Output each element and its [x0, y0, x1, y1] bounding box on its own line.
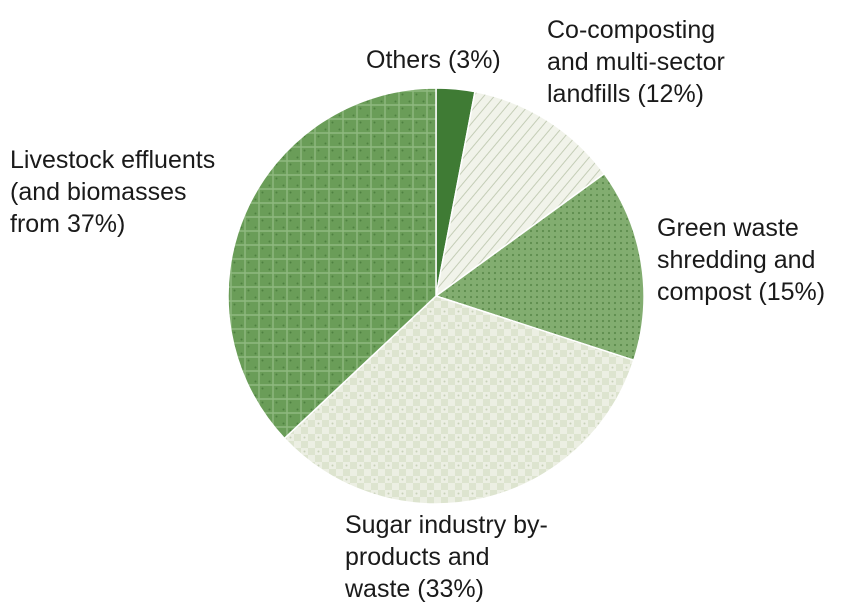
slice-label-line: Sugar industry by-: [345, 511, 548, 539]
slice-label-co-composting: Co-composting and multi-sector landfills…: [547, 14, 725, 110]
slice-label-livestock: Livestock effluents (and biomasses from …: [10, 144, 215, 240]
slice-label-line: compost (15%): [657, 278, 826, 306]
slice-label-line: Others (3%): [366, 46, 501, 74]
slice-label-sugar-industry: Sugar industry by- products and waste (3…: [345, 509, 548, 605]
slice-label-line: from 37%): [10, 210, 126, 238]
slice-label-line: shredding and: [657, 246, 816, 274]
slice-label-line: and multi-sector: [547, 48, 725, 76]
pie-slice-sugar-industry: [283, 295, 635, 505]
slice-label-line: Livestock effluents: [10, 146, 216, 174]
slice-label-line: Co-composting: [547, 16, 716, 44]
pie-slice-co-composting: [434, 90, 606, 298]
slice-label-green-waste: Green waste shredding and compost (15%): [657, 212, 825, 308]
slice-label-others: Others (3%): [366, 44, 501, 76]
slice-label-line: waste (33%): [345, 575, 484, 603]
slice-label-line: (and biomasses: [10, 178, 187, 206]
pie-slice-livestock: [227, 87, 437, 440]
slice-label-line: products and: [345, 543, 490, 571]
slice-label-line: Green waste: [657, 214, 799, 242]
pie-slice-green-waste: [434, 172, 645, 362]
slice-label-line: landfills (12%): [547, 80, 705, 108]
